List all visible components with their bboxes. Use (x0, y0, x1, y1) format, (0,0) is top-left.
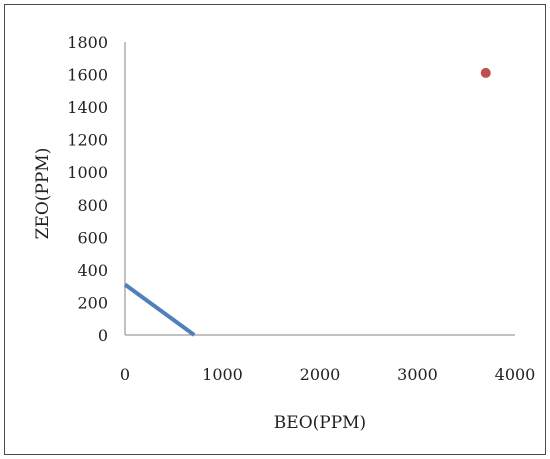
y-tick-label: 1000 (67, 163, 108, 182)
axes (124, 42, 515, 336)
x-tick-label: 2000 (300, 365, 341, 384)
x-tick-label: 4000 (495, 365, 536, 384)
x-tick-label: 0 (120, 365, 130, 384)
x-axis-title: BEO(PPM) (274, 413, 366, 433)
y-axis-title: ZEO(PPM) (33, 148, 53, 240)
y-tick-label: 200 (77, 293, 108, 312)
series-line (123, 282, 196, 337)
y-tick-label: 600 (77, 228, 108, 247)
x-tick-label: 3000 (397, 365, 438, 384)
chart-frame (4, 4, 546, 455)
series-layer (123, 67, 491, 337)
x-tick-labels: 0 1000 2000 3000 4000 (120, 365, 535, 384)
y-tick-label: 1400 (67, 98, 108, 117)
y-tick-label: 800 (77, 196, 108, 215)
y-tick-label: 400 (77, 261, 108, 280)
y-tick-label: 1200 (67, 131, 108, 150)
x-tick-label: 1000 (202, 365, 243, 384)
y-tick-label: 0 (98, 326, 108, 345)
y-tick-label: 1600 (67, 66, 108, 85)
scatter-point (480, 67, 491, 78)
y-tick-label: 1800 (67, 33, 108, 52)
y-tick-labels: 0 200 400 600 800 1000 1200 1400 1600 1800 (67, 33, 108, 345)
